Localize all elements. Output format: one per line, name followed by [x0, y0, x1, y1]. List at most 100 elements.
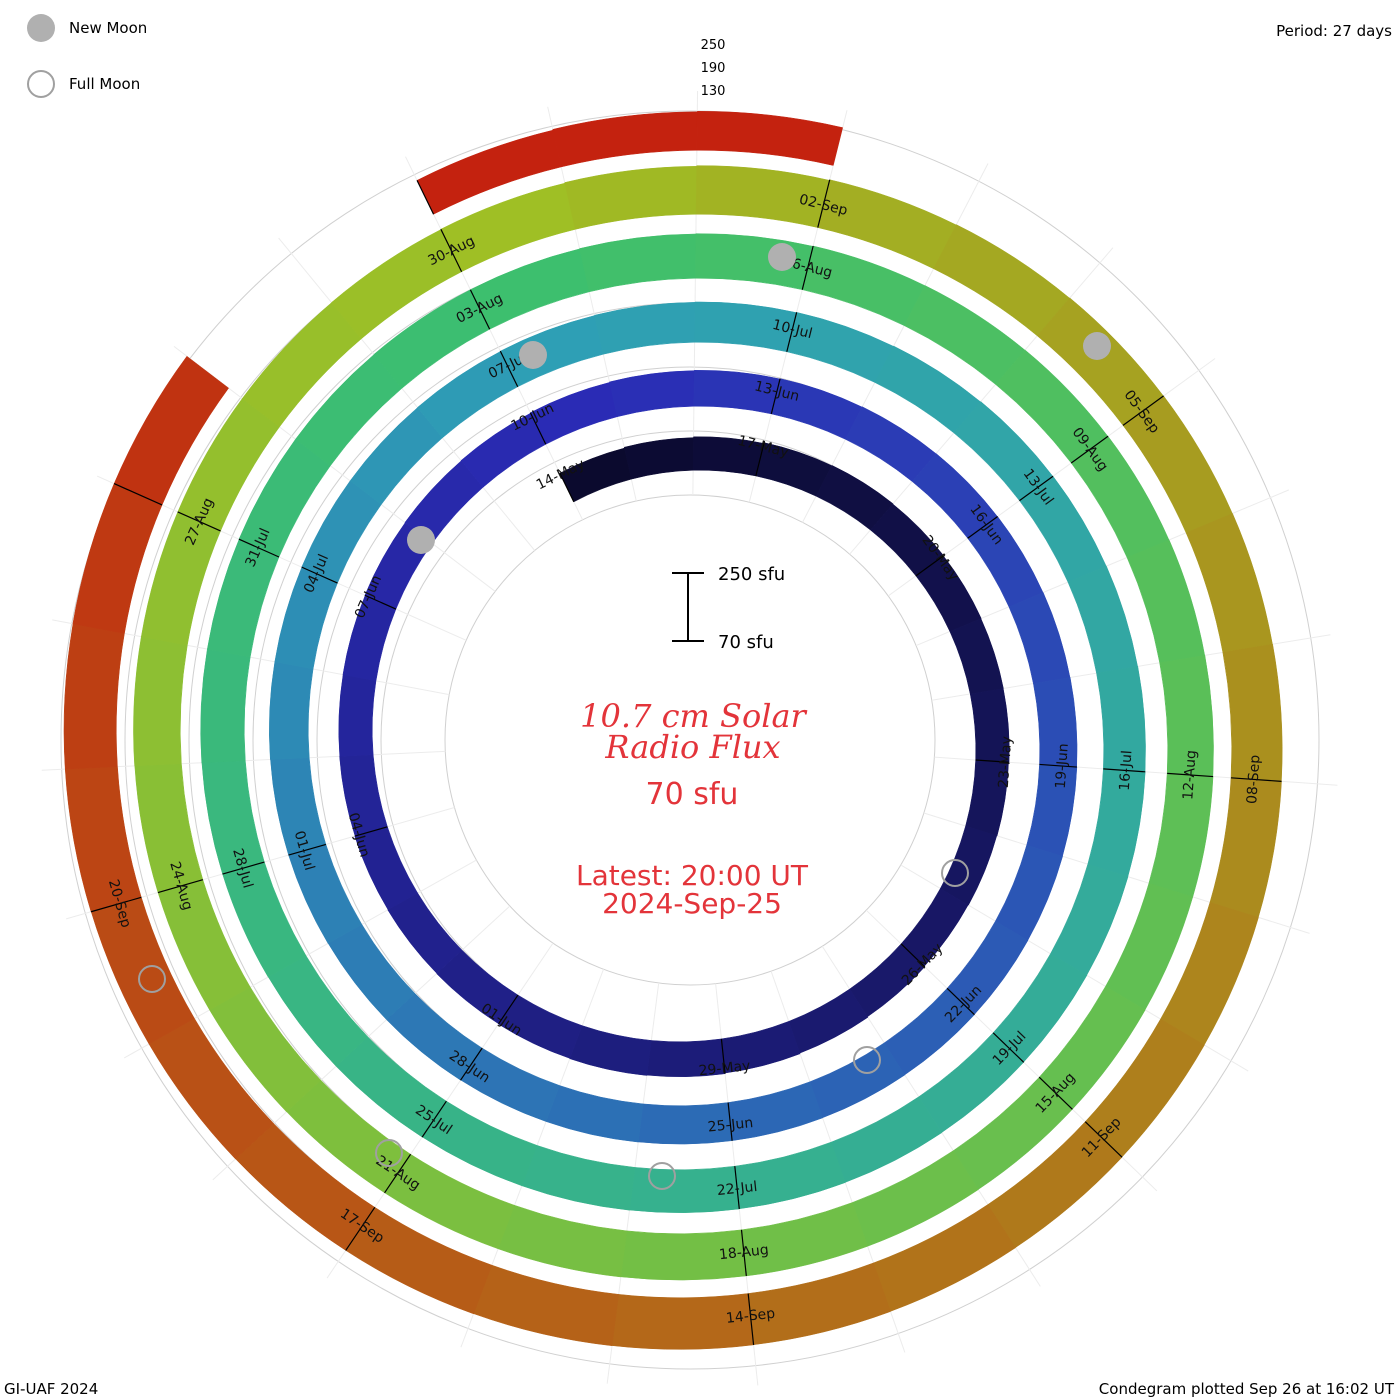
flux-segment [949, 618, 1004, 695]
segment-divider [801, 245, 814, 290]
segment-divider [288, 843, 327, 856]
radial-grid-line [405, 156, 584, 521]
flux-segment [696, 111, 843, 166]
latest-date: 2024-Sep-25 [602, 887, 782, 920]
footer-left: GI-UAF 2024 [4, 1380, 99, 1398]
chart-title-line1: 10.7 cm Solar [580, 697, 807, 735]
flux-segment [741, 1202, 868, 1277]
flux-segment [734, 1141, 846, 1210]
segment-divider [1070, 435, 1109, 464]
date-label: 18-Aug [718, 1242, 769, 1263]
segment-divider [747, 1293, 755, 1345]
segment-divider [1039, 763, 1077, 768]
guide-circle [60, 110, 1320, 1370]
segment-divider [421, 1100, 447, 1138]
flux-segment [1008, 592, 1071, 684]
footer-right: Condegram plotted Sep 26 at 16:02 UT [1098, 1380, 1394, 1398]
segment-divider [559, 472, 575, 503]
flux-segment [1067, 565, 1138, 674]
flux-segment [63, 623, 125, 770]
date-label: 23-May [996, 736, 1016, 789]
flux-segment [564, 166, 697, 230]
segment-divider [177, 511, 221, 532]
radial-grid-line [802, 163, 989, 523]
flux-segment [338, 674, 377, 757]
legend-full-moon-label: Full Moon [69, 75, 141, 93]
date-label: 08-Sep [1244, 754, 1263, 804]
legend-full-moon: Full Moon [27, 70, 140, 98]
segment-divider [992, 1032, 1025, 1063]
full-moon-icon [648, 1162, 676, 1190]
flux-segment [1050, 863, 1129, 976]
flux-segment [200, 648, 251, 764]
segment-divider [499, 350, 519, 388]
moon-markers [138, 243, 1111, 1190]
segment-divider [1167, 772, 1214, 778]
flux-segment [354, 826, 418, 911]
flux-segment [747, 1262, 891, 1345]
date-label: 19-Jun [1053, 743, 1072, 790]
flux-segment [327, 924, 416, 1021]
radial-grid-line [748, 110, 848, 503]
segment-divider [720, 1038, 726, 1074]
flux-segment [473, 1264, 619, 1347]
segment-divider [222, 861, 265, 875]
segment-divider [786, 312, 798, 352]
segment-divider [469, 289, 491, 330]
flux-rings [63, 111, 1283, 1350]
date-label: 14-Sep [725, 1306, 776, 1327]
segment-divider [770, 378, 781, 415]
segment-divider [90, 896, 142, 913]
segment-divider [1230, 777, 1282, 782]
flux-segment [623, 437, 694, 480]
flux-segment [545, 1085, 644, 1143]
new-moon-icon [768, 243, 796, 271]
date-label: 22-Jul [716, 1179, 758, 1199]
new-moon-icon [519, 341, 547, 369]
latest-time: Latest: 20:00 UT [576, 859, 809, 892]
flux-segment [1126, 539, 1206, 664]
flux-segment [470, 248, 590, 330]
new-moon-icon [1083, 332, 1111, 360]
grid-label-130: 130 [701, 84, 726, 99]
guide-circle [444, 494, 936, 986]
segment-divider [157, 879, 204, 894]
segment-divider [946, 987, 975, 1016]
flux-segment [965, 759, 1009, 837]
segment-divider [915, 555, 944, 577]
flux-segment [113, 355, 229, 506]
scale-bottom-label: 70 sfu [718, 632, 774, 653]
full-moon-icon [853, 1046, 881, 1074]
segment-divider [238, 538, 280, 558]
flux-segment [387, 892, 463, 974]
date-label: 12-Aug [1180, 750, 1199, 801]
segment-divider [416, 180, 435, 215]
flux-segment [269, 661, 314, 760]
radial-grid-line [547, 106, 637, 502]
segment-divider [817, 179, 831, 228]
new-moon-icon [407, 526, 435, 554]
legend-new-moon: New Moon [27, 14, 147, 42]
scale-top-label: 250 sfu [718, 564, 785, 585]
flux-segment [569, 1025, 652, 1076]
period-label: Period: 27 days [1276, 22, 1392, 40]
segment-divider [1122, 395, 1164, 426]
flux-segment [801, 245, 926, 326]
flux-segment [969, 688, 1010, 763]
flux-segment [64, 766, 142, 913]
flux-segment [815, 465, 894, 531]
segment-divider [1084, 1121, 1123, 1158]
flux-segment [499, 315, 604, 388]
segment-divider [354, 826, 388, 837]
segment-divider [1038, 1076, 1073, 1110]
segment-divider [967, 516, 998, 539]
flux-segment [134, 763, 204, 893]
flux-segment [788, 988, 869, 1054]
flux-segment [521, 1145, 636, 1211]
flux-segment [870, 503, 945, 577]
segment-divider [734, 1166, 740, 1210]
grid-label-190: 190 [701, 61, 726, 76]
segment-divider [440, 228, 463, 272]
segment-divider [364, 594, 397, 610]
